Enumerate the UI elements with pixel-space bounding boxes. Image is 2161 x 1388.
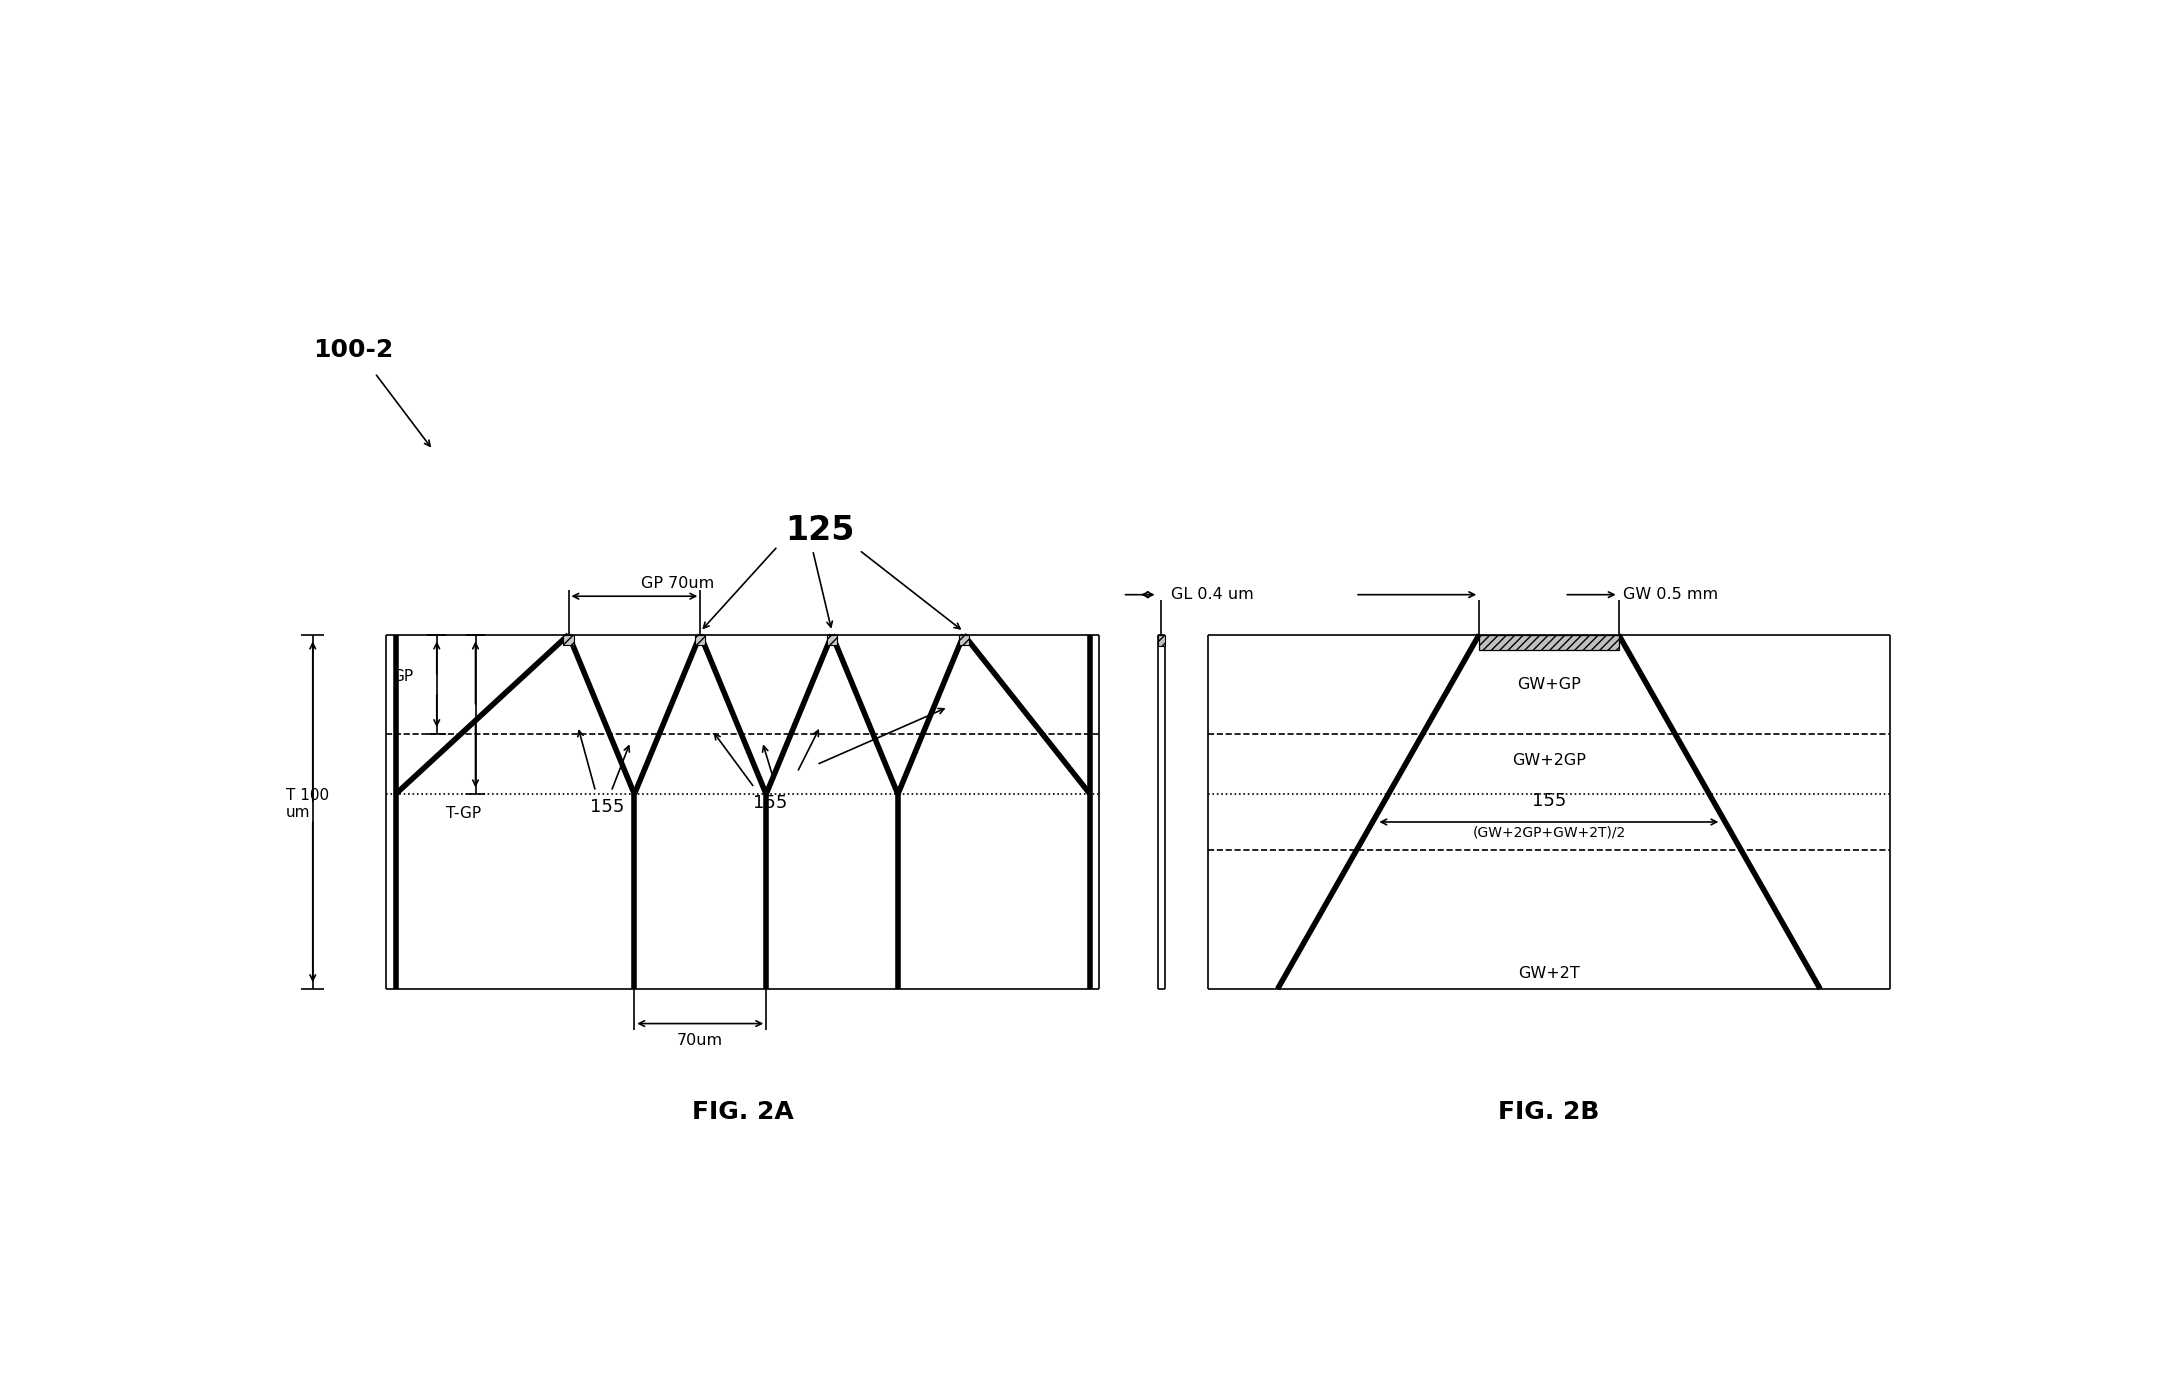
Text: 70um: 70um — [676, 1033, 724, 1048]
Text: GW+2T: GW+2T — [1517, 966, 1580, 981]
Text: FIG. 2A: FIG. 2A — [692, 1101, 793, 1124]
Text: FIG. 2B: FIG. 2B — [1498, 1101, 1599, 1124]
Text: 155: 155 — [590, 798, 625, 816]
Text: GP 70um: GP 70um — [640, 576, 713, 591]
Text: GW+GP: GW+GP — [1517, 677, 1580, 691]
Text: GW+2GP: GW+2GP — [1513, 752, 1586, 768]
Bar — [828, 634, 836, 645]
Bar — [564, 634, 573, 645]
Text: GL 0.4 um: GL 0.4 um — [1171, 587, 1253, 602]
Text: 155: 155 — [752, 794, 787, 812]
Bar — [696, 634, 704, 645]
Bar — [959, 634, 968, 645]
Text: T 100
um: T 100 um — [285, 788, 328, 820]
Text: 155: 155 — [1532, 793, 1567, 811]
Text: 100-2: 100-2 — [313, 337, 393, 362]
Text: GP: GP — [393, 669, 413, 684]
Bar — [1158, 634, 1165, 647]
Text: 125: 125 — [787, 515, 856, 547]
Text: (GW+2GP+GW+2T)/2: (GW+2GP+GW+2T)/2 — [1472, 826, 1625, 840]
Text: T-GP: T-GP — [447, 806, 482, 820]
Text: GW 0.5 mm: GW 0.5 mm — [1623, 587, 1718, 602]
Bar — [1478, 634, 1619, 650]
